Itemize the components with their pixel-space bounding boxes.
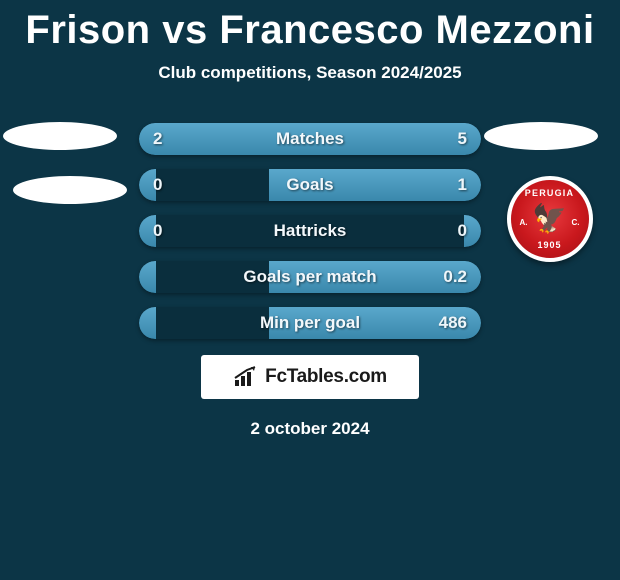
date-line: 2 october 2024 [0, 419, 620, 439]
stat-rows: 25Matches 01Goals 00Hattricks 0.2Goals per … [0, 123, 620, 339]
stat-label: Goals [139, 169, 481, 201]
stat-row: 25Matches [139, 123, 481, 155]
stat-row: 01Goals [139, 169, 481, 201]
page-title: Frison vs Francesco Mezzoni [0, 0, 620, 53]
chart-icon [233, 366, 259, 388]
stat-label: Hattricks [139, 215, 481, 247]
stat-label: Matches [139, 123, 481, 155]
stat-row: 00Hattricks [139, 215, 481, 247]
branding-text: FcTables.com [265, 366, 387, 388]
stat-row: 0.2Goals per match [139, 261, 481, 293]
branding-box: FcTables.com [201, 355, 419, 399]
stat-row: 486Min per goal [139, 307, 481, 339]
stat-label: Min per goal [139, 307, 481, 339]
subtitle: Club competitions, Season 2024/2025 [0, 63, 620, 83]
stat-label: Goals per match [139, 261, 481, 293]
